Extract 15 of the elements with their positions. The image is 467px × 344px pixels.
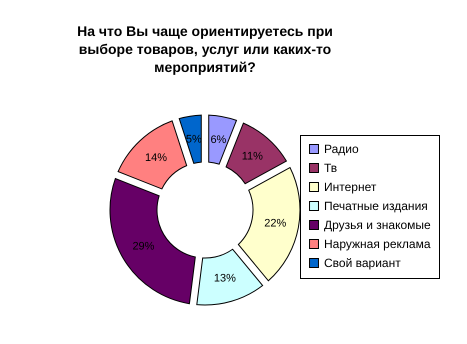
legend-label: Свой вариант bbox=[324, 256, 402, 270]
data-label: 13% bbox=[214, 272, 236, 285]
data-label: 22% bbox=[264, 217, 286, 230]
data-label: 6% bbox=[210, 134, 227, 146]
legend-label: Печатные издания bbox=[324, 199, 428, 213]
data-label: 14% bbox=[145, 152, 168, 164]
legend-label: Наружная реклама bbox=[324, 237, 431, 251]
legend-label: Радио bbox=[324, 142, 359, 156]
data-label: 5% bbox=[186, 133, 202, 146]
data-label: 29% bbox=[132, 240, 155, 252]
data-label: 11% bbox=[242, 150, 264, 162]
legend-label: Друзья и знакомые bbox=[324, 218, 432, 232]
legend-label: Интернет bbox=[324, 180, 377, 194]
legend-label: Тв bbox=[324, 161, 338, 175]
chart-title: На что Вы чаще ориентируетесь при выборе товаров, услуг или каких-то мероприятий? bbox=[77, 23, 333, 75]
